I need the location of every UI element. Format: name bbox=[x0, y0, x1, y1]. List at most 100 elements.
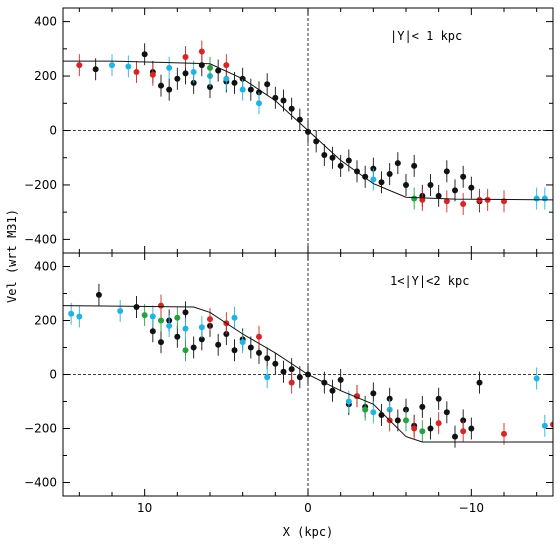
data-point-black bbox=[231, 79, 238, 86]
x-tick-label: 10 bbox=[137, 501, 152, 515]
data-point-black bbox=[411, 162, 418, 169]
data-point-black bbox=[190, 344, 197, 351]
data-point-red bbox=[158, 302, 164, 309]
data-point-cyan bbox=[57, 58, 63, 64]
data-point-black bbox=[141, 51, 148, 58]
data-point-black bbox=[272, 360, 279, 367]
data-point-black bbox=[133, 304, 140, 310]
data-point-cyan bbox=[370, 409, 377, 416]
data-point-cyan bbox=[149, 313, 156, 320]
y-tick-label: 0 bbox=[49, 124, 57, 138]
data-point-black bbox=[337, 376, 344, 383]
data-point-cyan bbox=[533, 195, 540, 202]
y-tick-label: 400 bbox=[34, 15, 57, 29]
data-point-black bbox=[452, 187, 458, 194]
data-point-black bbox=[419, 403, 426, 410]
data-point-black bbox=[305, 128, 311, 135]
data-point-black bbox=[427, 425, 434, 432]
plot-area bbox=[57, 40, 553, 215]
data-point-black bbox=[460, 173, 467, 180]
data-point-black bbox=[166, 86, 173, 93]
data-point-black bbox=[280, 368, 287, 375]
data-point-red bbox=[288, 379, 295, 386]
data-point-black bbox=[149, 328, 156, 335]
data-point-green bbox=[158, 317, 164, 324]
data-point-black bbox=[337, 162, 344, 169]
panel-label: 1<|Y|<2 kpc bbox=[390, 274, 469, 288]
data-point-black bbox=[92, 66, 99, 73]
data-point-red bbox=[411, 425, 418, 432]
data-point-cyan bbox=[345, 398, 352, 405]
data-point-cyan bbox=[541, 195, 548, 202]
data-point-black bbox=[247, 86, 254, 93]
panel-1: −400 −200 0 200 400 |Y|< 1 kpc bbox=[24, 7, 554, 254]
data-point-cyan bbox=[76, 313, 83, 320]
data-point-red bbox=[256, 333, 262, 340]
data-point-cyan bbox=[166, 64, 173, 71]
data-point-cyan bbox=[256, 100, 262, 107]
panel-2: −400 −200 0 200 400 10 0 −10 1<|Y|<2 kpc bbox=[24, 252, 554, 515]
data-point-cyan bbox=[239, 339, 246, 346]
model-rotation-curve bbox=[63, 305, 553, 443]
data-point-black bbox=[443, 409, 450, 416]
data-point-black bbox=[435, 192, 442, 199]
data-point-cyan bbox=[109, 62, 115, 69]
data-point-cyan bbox=[190, 68, 197, 75]
data-point-black bbox=[378, 179, 385, 186]
data-point-cyan bbox=[533, 375, 540, 382]
data-point-black bbox=[427, 181, 434, 188]
data-point-red bbox=[182, 54, 189, 60]
data-point-green bbox=[182, 347, 189, 354]
data-point-black bbox=[231, 347, 238, 354]
data-point-red bbox=[460, 428, 467, 435]
data-point-black bbox=[321, 152, 328, 158]
data-point-black bbox=[174, 75, 181, 82]
y-tick-label: −400 bbox=[24, 476, 57, 490]
data-point-green bbox=[207, 64, 213, 71]
data-point-black bbox=[296, 374, 303, 381]
y-tick-label: −200 bbox=[24, 178, 57, 192]
data-point-black bbox=[403, 181, 409, 188]
data-point-black bbox=[182, 70, 189, 77]
data-point-red bbox=[198, 48, 205, 55]
data-point-red bbox=[460, 201, 467, 207]
y-tick-label: 200 bbox=[34, 314, 57, 328]
data-point-red bbox=[133, 68, 140, 75]
data-point-red bbox=[435, 420, 442, 427]
data-point-black bbox=[435, 395, 442, 402]
data-point-black bbox=[280, 97, 287, 104]
data-point-cyan bbox=[541, 422, 548, 429]
data-point-black bbox=[198, 336, 205, 343]
data-point-black bbox=[174, 333, 181, 340]
data-point-black bbox=[468, 184, 475, 191]
data-point-black bbox=[215, 67, 222, 74]
data-point-green bbox=[141, 312, 148, 319]
data-point-green bbox=[174, 314, 181, 321]
data-point-black bbox=[288, 105, 295, 112]
data-point-black bbox=[264, 81, 271, 88]
data-point-black bbox=[329, 154, 336, 161]
model-rotation-curve bbox=[63, 60, 553, 201]
data-point-black bbox=[329, 387, 336, 394]
data-point-black bbox=[386, 171, 393, 178]
data-point-red bbox=[419, 196, 426, 203]
y-axis-title: Vel (wrt M31) bbox=[5, 209, 19, 303]
data-point-red bbox=[149, 71, 156, 78]
x-tick-label: 0 bbox=[304, 501, 312, 515]
data-point-red bbox=[76, 62, 83, 69]
data-point-cyan bbox=[239, 86, 246, 93]
data-point-cyan bbox=[231, 314, 238, 321]
data-point-cyan bbox=[198, 324, 205, 331]
data-point-black bbox=[158, 82, 164, 89]
data-point-cyan bbox=[264, 374, 271, 381]
data-point-green bbox=[362, 406, 369, 413]
data-point-black bbox=[158, 339, 164, 346]
plot-area bbox=[63, 283, 553, 448]
data-point-red bbox=[501, 430, 507, 437]
x-axis-title: X (kpc) bbox=[283, 525, 334, 539]
data-point-cyan bbox=[182, 325, 189, 332]
data-point-black bbox=[95, 291, 102, 298]
y-tick-label: −200 bbox=[24, 422, 57, 436]
data-point-black bbox=[272, 94, 279, 101]
